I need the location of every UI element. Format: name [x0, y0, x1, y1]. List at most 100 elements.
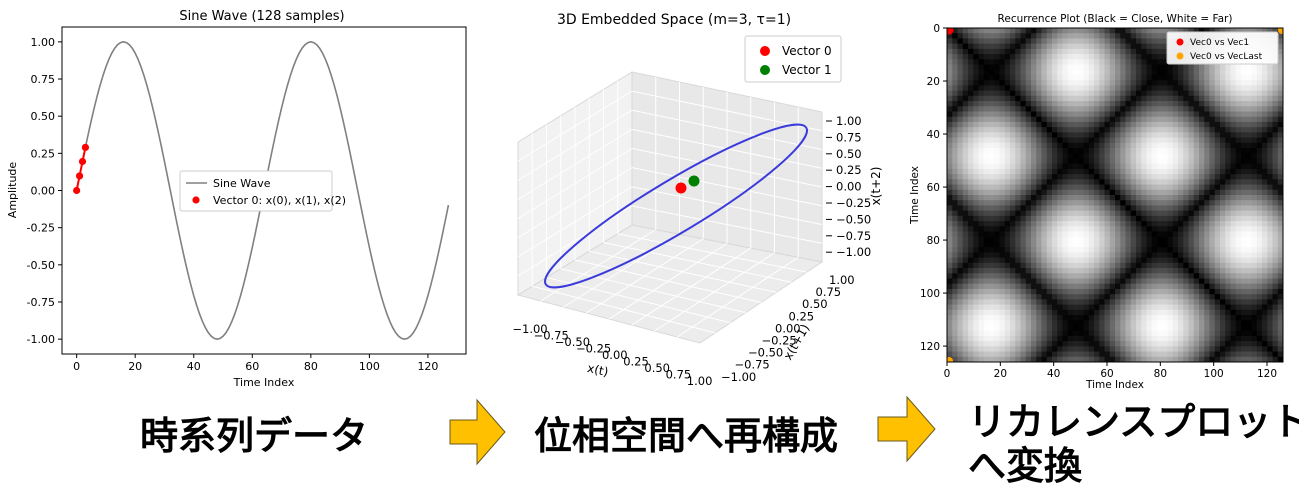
heatmap-cell — [1120, 226, 1127, 233]
heatmap-cell — [1277, 116, 1283, 123]
heatmap-cell — [1015, 137, 1022, 144]
heatmap-cell — [1020, 231, 1027, 238]
heatmap-cell — [1157, 116, 1163, 123]
heatmap-cell — [1172, 221, 1179, 227]
heatmap-cell — [1036, 236, 1043, 243]
heatmap-cell — [1214, 268, 1221, 274]
heatmap-cell — [1073, 38, 1079, 45]
heatmap-cell — [1057, 247, 1064, 254]
heatmap-cell — [1235, 294, 1242, 300]
heatmap-cell — [1062, 231, 1069, 238]
heatmap-cell — [1246, 64, 1253, 71]
heatmap-cell — [968, 221, 974, 227]
heatmap-cell — [1225, 153, 1232, 160]
heatmap-cell — [1272, 247, 1279, 254]
heatmap-cell — [1099, 189, 1106, 196]
heatmap-cell — [1025, 252, 1032, 259]
heatmap-cell — [957, 221, 964, 227]
heatmap-cell — [1151, 121, 1158, 128]
heatmap-cell — [1125, 215, 1132, 222]
heatmap-cell — [1031, 111, 1037, 118]
heatmap-cell — [978, 111, 985, 118]
heatmap-cell — [973, 231, 980, 238]
heatmap-cell — [1057, 184, 1064, 191]
grid-line — [631, 205, 823, 244]
heatmap-cell — [1146, 127, 1153, 133]
heatmap-cell — [1052, 241, 1058, 248]
heatmap-cell — [1157, 315, 1163, 321]
heatmap-cell — [1125, 200, 1132, 207]
heatmap-cell — [1099, 215, 1106, 222]
heatmap-cell — [1099, 304, 1106, 311]
heatmap-cell — [1178, 153, 1184, 160]
heatmap-cell — [1115, 90, 1121, 97]
heatmap-cell — [1025, 132, 1032, 139]
heatmap-cell — [1073, 320, 1079, 327]
heatmap-cell — [1277, 101, 1283, 107]
heatmap-cell — [1025, 325, 1032, 332]
heatmap-cell — [999, 231, 1006, 238]
heatmap-cell — [1088, 257, 1095, 264]
heatmap-cell — [1109, 38, 1116, 45]
heatmap-cell — [1151, 174, 1158, 180]
heatmap-cell — [1041, 325, 1048, 332]
heatmap-cell — [1272, 215, 1279, 222]
heatmap-cell — [1010, 54, 1016, 60]
heatmap-cell — [1209, 247, 1216, 254]
heatmap-cell — [983, 184, 990, 191]
heatmap-cell — [1130, 69, 1137, 76]
heatmap-cell — [1109, 28, 1116, 34]
heatmap-cell — [1183, 184, 1190, 191]
x-tick-label: 120 — [417, 360, 438, 373]
heatmap-cell — [983, 168, 990, 175]
z-axis-label: x(t+2) — [869, 167, 883, 206]
heatmap-cell — [1188, 299, 1195, 306]
heatmap-cell — [1015, 43, 1022, 50]
heatmap-cell — [1083, 121, 1090, 128]
heatmap-cell — [1157, 309, 1163, 316]
heatmap-cell — [1036, 54, 1043, 60]
x-tick-label: 80 — [1154, 368, 1167, 380]
heatmap-cell — [999, 43, 1006, 50]
heatmap-cell — [1067, 200, 1074, 207]
heatmap-cell — [1172, 95, 1179, 102]
heatmap-cell — [1115, 195, 1121, 201]
heatmap-cell — [1220, 111, 1226, 118]
heatmap-cell — [1088, 174, 1095, 180]
heatmap-cell — [957, 38, 964, 45]
heatmap-cell — [1230, 320, 1237, 327]
heatmap-cell — [1193, 80, 1200, 87]
heatmap-cell — [1246, 309, 1253, 316]
heatmap-cell — [1052, 262, 1058, 269]
heatmap-cell — [1262, 85, 1268, 92]
heatmap-cell — [973, 85, 980, 92]
heatmap-cell — [1136, 215, 1142, 222]
heatmap-cell — [1272, 69, 1279, 76]
heatmap-cell — [973, 278, 980, 285]
heatmap-cell — [1010, 121, 1016, 128]
heatmap-cell — [1094, 48, 1100, 55]
heatmap-cell — [1067, 268, 1074, 274]
heatmap-cell — [1235, 74, 1242, 81]
heatmap-cell — [1272, 268, 1279, 274]
heatmap-cell — [1031, 101, 1037, 107]
heatmap-cell — [978, 28, 985, 34]
heatmap-cell — [1078, 148, 1085, 154]
heatmap-cell — [1036, 121, 1043, 128]
heatmap-cell — [1120, 330, 1127, 337]
heatmap-cell — [973, 148, 980, 154]
heatmap-cell — [947, 247, 953, 254]
heatmap-cell — [962, 142, 969, 149]
heatmap-cell — [1067, 283, 1074, 290]
heatmap-cell — [1251, 106, 1258, 113]
heatmap-cell — [1073, 210, 1079, 217]
heatmap-cell — [1214, 273, 1221, 280]
heatmap-cell — [1136, 95, 1142, 102]
heatmap-cell — [1031, 356, 1037, 362]
heatmap-cell — [1267, 356, 1274, 362]
heatmap-cell — [1046, 257, 1053, 264]
heatmap-cell — [1172, 341, 1179, 347]
heatmap-cell — [1151, 48, 1158, 55]
heatmap-cell — [1031, 252, 1037, 259]
heatmap-cell — [973, 346, 980, 353]
